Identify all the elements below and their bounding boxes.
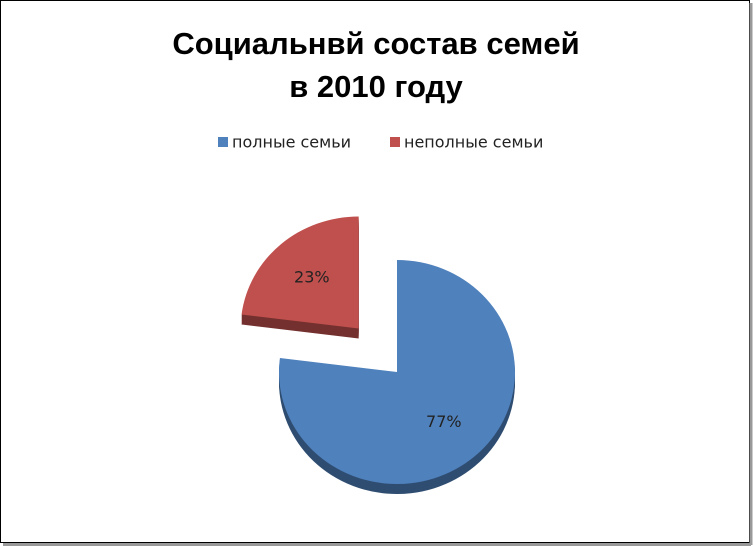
- legend-swatch: [218, 137, 228, 147]
- pie: 77% 23%: [241, 216, 515, 495]
- chart-title: в 2010 году: [289, 69, 463, 104]
- legend-label: полные семьи: [232, 133, 351, 152]
- data-label: 77%: [426, 412, 462, 431]
- legend: полные семьи неполные семьи: [218, 133, 543, 152]
- chart-title: Социальнвй состав семей: [172, 26, 579, 61]
- data-label: 23%: [294, 268, 330, 287]
- legend-label: неполные семьи: [404, 133, 543, 152]
- slice: [279, 260, 515, 484]
- slice: [241, 216, 359, 329]
- legend-swatch: [390, 137, 400, 147]
